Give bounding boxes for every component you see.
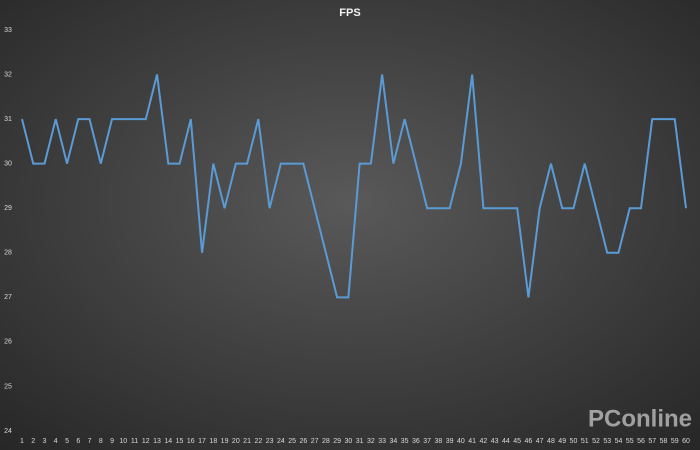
x-tick-label: 18 <box>209 438 217 445</box>
chart-title: FPS <box>339 7 360 19</box>
x-tick-label: 6 <box>76 438 80 445</box>
x-tick-label: 5 <box>65 438 69 445</box>
x-tick-label: 50 <box>570 438 578 445</box>
x-tick-label: 59 <box>671 438 679 445</box>
y-tick-label: 32 <box>4 71 12 78</box>
x-tick-label: 27 <box>311 438 319 445</box>
x-tick-label: 20 <box>232 438 240 445</box>
x-tick-label: 17 <box>198 438 206 445</box>
x-tick-label: 57 <box>648 438 656 445</box>
x-tick-label: 33 <box>378 438 386 445</box>
x-tick-label: 45 <box>513 438 521 445</box>
x-tick-label: 46 <box>525 438 533 445</box>
line-series <box>21 74 687 299</box>
y-tick-label: 29 <box>4 205 12 212</box>
y-tick-label: 24 <box>4 428 12 435</box>
x-tick-label: 44 <box>502 438 510 445</box>
x-tick-label: 47 <box>536 438 544 445</box>
x-tick-label: 4 <box>54 438 58 445</box>
x-tick-label: 23 <box>266 438 274 445</box>
watermark: PConline <box>588 405 692 432</box>
y-tick-label: 33 <box>4 27 12 34</box>
x-tick-label: 29 <box>333 438 341 445</box>
x-tick-label: 32 <box>367 438 375 445</box>
x-tick-label: 13 <box>153 438 161 445</box>
x-tick-label: 51 <box>581 438 589 445</box>
x-tick-label: 26 <box>299 438 307 445</box>
x-tick-label: 11 <box>131 438 138 445</box>
x-tick-label: 34 <box>389 438 397 445</box>
x-tick-label: 37 <box>423 438 431 445</box>
x-tick-label: 9 <box>110 438 114 445</box>
x-tick-label: 19 <box>221 438 229 445</box>
y-tick-label: 27 <box>4 294 12 301</box>
x-tick-label: 21 <box>243 438 251 445</box>
x-tick-label: 60 <box>682 438 690 445</box>
x-tick-label: 3 <box>43 438 47 445</box>
x-tick-label: 14 <box>164 438 172 445</box>
x-tick-label: 24 <box>277 438 285 445</box>
x-tick-label: 35 <box>401 438 409 445</box>
x-tick-label: 2 <box>31 438 35 445</box>
x-tick-label: 41 <box>468 438 476 445</box>
y-tick-label: 28 <box>4 250 12 257</box>
x-tick-label: 53 <box>603 438 611 445</box>
x-tick-label: 48 <box>547 438 555 445</box>
x-tick-label: 52 <box>592 438 600 445</box>
y-tick-label: 31 <box>4 116 12 123</box>
y-tick-label: 26 <box>4 339 12 346</box>
x-tick-label: 7 <box>88 438 92 445</box>
y-tick-label: 30 <box>4 161 12 168</box>
y-tick-label: 25 <box>4 383 12 390</box>
x-tick-label: 28 <box>322 438 330 445</box>
x-tick-label: 12 <box>142 438 150 445</box>
x-tick-label: 42 <box>480 438 488 445</box>
x-tick-label: 31 <box>356 438 364 445</box>
x-tick-label: 22 <box>254 438 262 445</box>
x-tick-label: 30 <box>344 438 352 445</box>
x-tick-label: 40 <box>457 438 465 445</box>
x-tick-label: 15 <box>176 438 184 445</box>
x-tick-label: 36 <box>412 438 420 445</box>
x-tick-label: 25 <box>288 438 296 445</box>
x-tick-label: 54 <box>615 438 623 445</box>
x-tick-label: 38 <box>435 438 443 445</box>
x-tick-label: 10 <box>119 438 127 445</box>
x-tick-label: 49 <box>558 438 566 445</box>
x-tick-label: 1 <box>20 438 24 445</box>
x-tick-label: 16 <box>187 438 195 445</box>
x-tick-label: 8 <box>99 438 103 445</box>
x-tick-label: 55 <box>626 438 634 445</box>
x-tick-label: 43 <box>491 438 499 445</box>
x-tick-label: 56 <box>637 438 645 445</box>
x-tick-label: 58 <box>660 438 668 445</box>
x-tick-label: 39 <box>446 438 454 445</box>
